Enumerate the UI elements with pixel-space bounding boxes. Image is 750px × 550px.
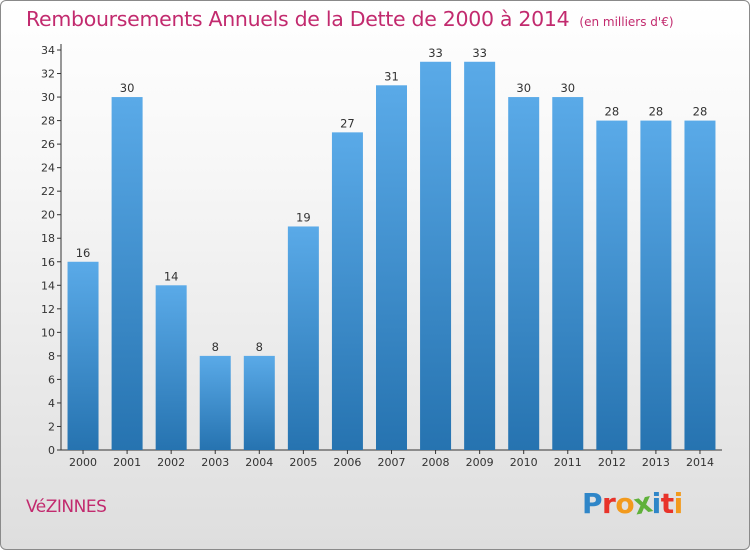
- y-tick-label: 4: [48, 397, 55, 410]
- bar-value-label: 28: [649, 105, 664, 119]
- x-tick-label: 2013: [642, 456, 670, 469]
- bar-value-label: 14: [164, 269, 179, 283]
- bar: [243, 355, 275, 450]
- bar-value-label: 27: [340, 116, 355, 130]
- bar-value-label: 33: [428, 46, 443, 60]
- bar: [464, 61, 496, 450]
- chart-title-block: Remboursements Annuels de la Dette de 20…: [26, 7, 674, 31]
- x-tick-label: 2002: [157, 456, 185, 469]
- bar: [552, 97, 584, 450]
- bar: [331, 132, 363, 450]
- bar-value-label: 19: [296, 210, 311, 224]
- y-tick-label: 2: [48, 420, 55, 433]
- y-tick-label: 8: [48, 350, 55, 363]
- bar: [199, 355, 231, 450]
- logo-letter: t: [660, 487, 674, 520]
- bar-value-label: 30: [560, 81, 575, 95]
- x-tick-label: 2012: [598, 456, 626, 469]
- bar: [111, 97, 143, 450]
- bar-value-label: 31: [384, 69, 399, 83]
- bar-value-label: 16: [76, 246, 91, 260]
- bar: [376, 85, 407, 450]
- y-tick-label: 20: [41, 209, 55, 222]
- bar: [684, 120, 716, 451]
- x-tick-label: 2001: [113, 456, 141, 469]
- bar-value-label: 30: [516, 81, 531, 95]
- bar-value-label: 28: [605, 105, 620, 119]
- x-tick-label: 2000: [69, 456, 97, 469]
- x-tick-label: 2004: [245, 456, 273, 469]
- bar-value-label: 8: [212, 340, 219, 354]
- x-tick-label: 2011: [554, 456, 582, 469]
- bar: [67, 261, 99, 450]
- y-tick-label: 12: [41, 303, 55, 316]
- bar: [420, 61, 452, 450]
- x-tick-label: 2008: [422, 456, 450, 469]
- x-tick-label: 2010: [510, 456, 538, 469]
- x-tick-label: 2007: [378, 456, 406, 469]
- x-tick-label: 2005: [289, 456, 317, 469]
- bar-value-label: 30: [120, 81, 135, 95]
- y-tick-label: 24: [41, 162, 55, 175]
- y-tick-label: 28: [41, 115, 55, 128]
- commune-name: VéZINNES: [26, 497, 107, 517]
- logo-letter: i: [673, 487, 684, 520]
- bar-value-label: 33: [472, 46, 487, 60]
- proxiti-logo: Proxiti: [582, 486, 684, 522]
- bar: [508, 97, 540, 450]
- x-tick-label: 2006: [333, 456, 361, 469]
- bar: [155, 285, 187, 450]
- y-tick-label: 30: [41, 91, 55, 104]
- logo-letter: r: [602, 487, 616, 520]
- y-tick-label: 32: [41, 68, 55, 81]
- logo-letter: o: [615, 487, 635, 520]
- bar-value-label: 8: [256, 340, 263, 354]
- y-tick-label: 26: [41, 138, 55, 151]
- logo-letter: P: [582, 487, 603, 520]
- y-tick-label: 22: [41, 185, 55, 198]
- bar: [596, 120, 628, 451]
- logo-letter: i: [651, 487, 662, 520]
- y-tick-label: 34: [41, 44, 55, 57]
- bar: [640, 120, 672, 451]
- x-tick-label: 2009: [466, 456, 494, 469]
- bar-value-label: 28: [693, 105, 708, 119]
- y-tick-label: 0: [48, 444, 55, 457]
- y-tick-label: 14: [41, 279, 55, 292]
- x-tick-label: 2014: [686, 456, 714, 469]
- y-tick-label: 18: [41, 232, 55, 245]
- chart-subtitle: (en milliers d'€): [579, 15, 674, 29]
- chart-title: Remboursements Annuels de la Dette de 20…: [26, 7, 570, 31]
- y-tick-label: 16: [41, 256, 55, 269]
- x-tick-label: 2003: [201, 456, 229, 469]
- bar: [287, 226, 319, 450]
- y-tick-label: 6: [48, 373, 55, 386]
- y-tick-label: 10: [41, 326, 55, 339]
